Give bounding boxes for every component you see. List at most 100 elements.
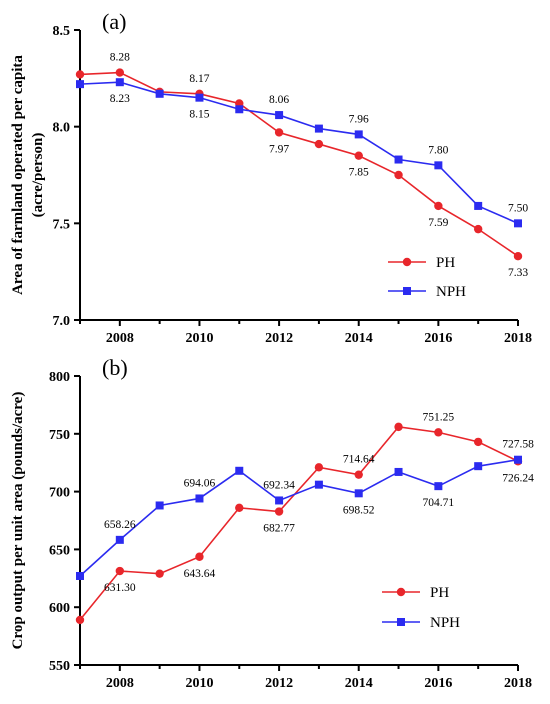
- x-tick-label: 2014: [345, 676, 373, 691]
- data-label: 692.34: [263, 479, 295, 491]
- data-point-ph: [274, 128, 284, 137]
- data-label: 714.64: [343, 454, 375, 466]
- data-point-ph: [434, 428, 443, 437]
- data-label: 8.06: [269, 94, 289, 106]
- data-label: 7.80: [428, 144, 448, 156]
- legend: PH NPH: [382, 585, 460, 631]
- y-tick-label: 750: [49, 428, 70, 443]
- data-label: 7.33: [508, 267, 528, 279]
- data-point-nph: [195, 494, 204, 503]
- data-point-nph: [235, 105, 244, 114]
- x-tick-label: 2018: [504, 676, 532, 691]
- data-point-nph: [354, 130, 363, 139]
- data-label: 694.06: [184, 477, 216, 489]
- chart-panel-b: 550 600 650 700 750 800 2008 2010 2012 2014 2016 20…: [10, 355, 534, 691]
- data-label: 682.77: [263, 523, 295, 535]
- data-point-ph: [115, 68, 125, 77]
- data-point-nph: [235, 466, 244, 475]
- panel-label: (a): [102, 9, 126, 34]
- legend-label-nph: NPH: [436, 284, 466, 300]
- data-point-nph: [474, 462, 483, 471]
- data-point-nph: [434, 161, 443, 170]
- x-tick-label: 2008: [106, 331, 134, 346]
- legend-label-ph: PH: [430, 585, 449, 601]
- data-label: 658.26: [104, 519, 136, 531]
- data-point-ph: [354, 470, 363, 479]
- y-tick-label: 550: [49, 659, 70, 674]
- data-point-ph: [473, 437, 483, 447]
- y-axis-title: (acre/person): [30, 133, 46, 218]
- y-tick-label: 8.5: [53, 24, 71, 39]
- data-point-nph: [514, 219, 522, 228]
- series-line-ph: [79, 71, 519, 257]
- data-point-nph: [155, 501, 164, 510]
- data-label: 7.97: [269, 143, 289, 155]
- data-label: 643.64: [184, 568, 216, 580]
- data-point-nph: [434, 482, 443, 491]
- data-point-ph: [354, 151, 363, 160]
- data-point-nph: [514, 455, 522, 464]
- data-point-nph: [474, 201, 483, 210]
- y-tick-label: 7.0: [53, 314, 71, 329]
- data-point-nph: [314, 124, 323, 133]
- data-label: 727.58: [502, 439, 534, 451]
- data-point-ph: [155, 569, 164, 578]
- data-point-ph: [394, 170, 403, 180]
- data-label: 8.28: [110, 52, 130, 64]
- data-point-nph: [394, 467, 403, 476]
- y-tick-label: 8.0: [53, 121, 71, 136]
- data-label: 8.17: [189, 73, 209, 85]
- legend-label-ph: PH: [436, 255, 455, 271]
- data-point-nph: [155, 89, 164, 98]
- series-line-nph: [79, 458, 519, 577]
- data-point-ph: [513, 252, 523, 261]
- data-label: 7.50: [508, 202, 528, 214]
- y-tick-label: 650: [49, 543, 70, 558]
- data-point-ph: [75, 70, 85, 79]
- data-point-nph: [275, 111, 284, 120]
- panel-label: (b): [102, 355, 128, 380]
- data-point-ph: [434, 201, 443, 211]
- legend-marker-nph: [403, 287, 411, 295]
- data-point-nph: [354, 489, 363, 498]
- data-point-ph: [394, 422, 403, 432]
- data-point-nph: [275, 496, 284, 505]
- legend: PH NPH: [388, 255, 466, 300]
- data-label: 631.30: [104, 582, 136, 594]
- data-point-nph: [314, 480, 323, 489]
- x-tick-label: 2012: [265, 676, 293, 691]
- data-point-ph: [314, 139, 324, 149]
- legend-label-nph: NPH: [430, 615, 460, 631]
- y-axis-title: Crop output per unit area (pounds/acre): [10, 392, 26, 650]
- data-point-nph: [195, 93, 204, 102]
- data-point-ph: [235, 503, 244, 512]
- x-tick-label: 2008: [106, 676, 134, 691]
- data-point-nph: [115, 78, 124, 87]
- data-label: 8.23: [110, 93, 130, 105]
- y-tick-label: 600: [49, 601, 70, 616]
- x-tick-label: 2016: [424, 676, 452, 691]
- data-label: 698.52: [343, 504, 375, 516]
- data-point-nph: [76, 571, 84, 580]
- chart-panel-a: 7.0 7.5 8.0 8.5 2008 2010 2012 2014 2016 2018 Area…: [10, 9, 532, 346]
- data-label: 751.25: [423, 411, 455, 423]
- x-tick-label: 2010: [185, 331, 213, 346]
- x-tick-label: 2010: [185, 676, 213, 691]
- y-axis-title: Area of farmland operated per capita: [10, 55, 26, 295]
- y-tick-label: 800: [49, 370, 70, 385]
- data-point-ph: [195, 552, 204, 561]
- series-line-nph: [79, 81, 519, 225]
- legend-marker-ph: [402, 257, 412, 267]
- data-label: 8.15: [189, 109, 209, 121]
- data-point-nph: [115, 535, 124, 544]
- data-point-ph: [473, 224, 483, 234]
- data-label: 7.96: [349, 113, 369, 125]
- x-tick-label: 2018: [504, 331, 532, 346]
- data-point-nph: [76, 80, 84, 89]
- data-label: 726.24: [502, 472, 534, 484]
- series-line-ph: [79, 426, 519, 621]
- legend-marker-ph: [396, 587, 406, 597]
- x-tick-label: 2016: [424, 331, 452, 346]
- x-tick-label: 2014: [345, 331, 373, 346]
